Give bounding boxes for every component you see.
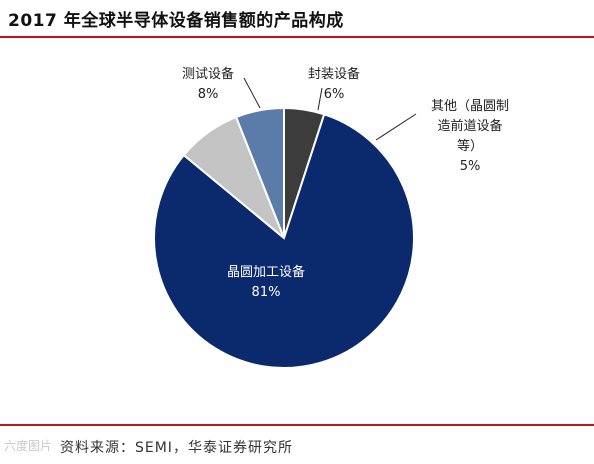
slice-category-label-0: 其他（晶圆制: [431, 99, 509, 114]
top-divider: [0, 36, 594, 38]
slice-value-label-0: 5%: [460, 159, 481, 174]
slice-category-label-3: 封装设备: [308, 66, 360, 82]
leader-line-3: [317, 87, 323, 111]
bottom-divider: [0, 424, 594, 426]
slice-value-label-1: 81%: [252, 285, 281, 300]
leader-lines: [243, 77, 417, 141]
pie-slice-3: [234, 106, 285, 239]
slice-value-label-3: 6%: [324, 87, 345, 102]
watermark-text: 六度图片: [4, 439, 53, 453]
leader-line-0: [375, 113, 417, 141]
slice-category-label-2: 测试设备: [182, 66, 234, 82]
slice-category-label-0: 造前道设备: [437, 118, 502, 134]
pie-slices: [153, 106, 415, 369]
slice-value-label-2: 8%: [198, 87, 219, 102]
source-note: 资料来源：SEMI，华泰证券研究所: [60, 440, 293, 456]
slice-category-label-1: 晶圆加工设备: [227, 264, 305, 280]
chart-title: 2017 年全球半导体设备销售额的产品构成: [8, 11, 344, 31]
leader-line-2: [243, 77, 261, 109]
pie-slice-1: [153, 113, 415, 369]
slice-category-label-0: 等）: [457, 138, 483, 154]
